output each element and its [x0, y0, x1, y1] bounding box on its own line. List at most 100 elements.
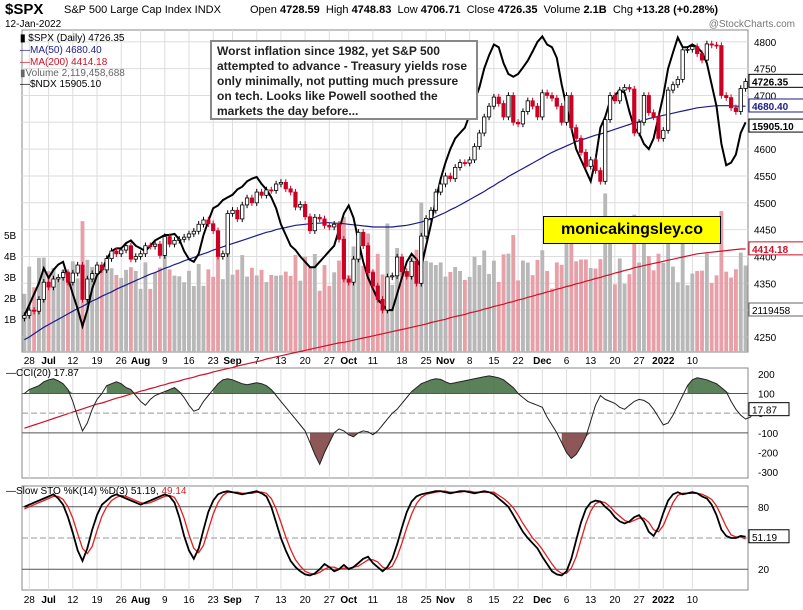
volume-bar: [356, 235, 361, 352]
price-candle: [457, 162, 463, 168]
volume-bar: [622, 283, 627, 352]
price-candle: [249, 197, 254, 204]
cci-tick-label: -300: [758, 468, 778, 479]
x-tick-label: 13: [275, 595, 287, 606]
price-candle: [564, 95, 569, 123]
x-tick-label: 19: [91, 595, 103, 606]
volume-bar: [283, 271, 288, 352]
x-tick-label: Aug: [131, 356, 150, 367]
ma200-line: [24, 248, 746, 429]
cci-panel: [21, 367, 749, 479]
volume-bar: [409, 255, 414, 352]
volume-bar: [646, 256, 651, 352]
chart-date: 12-Jan-2022: [5, 19, 62, 30]
price-candle: [365, 245, 371, 273]
volume-bar: [56, 279, 61, 352]
price-candle: [462, 162, 467, 164]
legend-volume-label: Volume 2,119,458,688: [25, 68, 125, 79]
price-candle: [380, 299, 385, 311]
x-tick-label: 22: [513, 595, 525, 606]
volume-bar: [709, 283, 714, 352]
x-tick-label: 16: [183, 595, 195, 606]
price-candle: [90, 273, 95, 280]
legend-ma50: —MA(50) 4680.40: [20, 45, 102, 56]
x-tick-label: 18: [396, 595, 408, 606]
price-candle: [598, 170, 603, 182]
volume-bar: [627, 274, 632, 352]
x-tick-label: 25: [421, 595, 433, 606]
price-candle: [583, 151, 588, 167]
volume-bar: [216, 236, 220, 352]
price-candle: [675, 78, 680, 86]
volume-bar: [598, 259, 603, 352]
price-candle: [230, 209, 235, 214]
price-candle: [593, 159, 598, 172]
x-tick-label: 27: [634, 356, 646, 367]
volume-bar: [414, 249, 419, 352]
legend-ndx: —$NDX 15905.10: [20, 79, 101, 90]
volume-bar: [259, 269, 264, 352]
volume-bar: [182, 282, 187, 352]
volume-bar: [661, 262, 666, 352]
volume-bar: [351, 246, 356, 352]
x-tick-label: 20: [300, 356, 312, 367]
volume-bar: [482, 250, 487, 352]
price-candle: [443, 175, 448, 185]
price-candle: [336, 223, 342, 240]
volume-bar: [612, 284, 617, 352]
volume-bar: [288, 275, 293, 352]
volume-bar: [187, 270, 191, 352]
price-tick-label: 4800: [754, 38, 777, 49]
price-candle: [390, 275, 395, 278]
volume-bar: [554, 262, 559, 352]
price-candle: [574, 127, 579, 139]
x-tick-label: 27: [634, 595, 646, 606]
volume-bar: [458, 270, 462, 352]
price-candle: [172, 239, 177, 245]
x-tick-label: 27: [324, 595, 336, 606]
volume-tick-label: 4B: [4, 252, 17, 263]
price-candle: [685, 48, 690, 51]
price-candle: [453, 166, 458, 180]
volume-bar: [303, 256, 308, 352]
volume-bar: [298, 280, 303, 352]
x-tick-label: 13: [585, 356, 597, 367]
price-candle: [65, 272, 71, 283]
legend-volume: ▮Volume 2,119,458,688: [20, 68, 125, 79]
price-candle: [545, 92, 550, 96]
volume-bar: [729, 277, 733, 352]
volume-bar: [429, 262, 433, 352]
price-last-tag: 4726.35: [752, 77, 789, 88]
price-candle: [617, 89, 622, 102]
price-candle: [36, 299, 42, 312]
volume-bar: [400, 259, 404, 352]
price-candle: [699, 53, 705, 61]
volume-bar: [104, 265, 109, 352]
volume-bar: [269, 274, 274, 352]
price-candle: [656, 116, 661, 139]
candle-legend-icon: ▮: [20, 33, 26, 44]
volume-bar: [516, 280, 521, 352]
x-tick-label: Dec: [533, 356, 552, 367]
volume-bar: [245, 276, 249, 352]
volume-bar: [448, 272, 453, 352]
price-candle: [404, 271, 409, 277]
change-label: Chg: [612, 4, 633, 16]
x-tick-label: 8: [467, 595, 473, 606]
price-candle: [148, 245, 153, 248]
price-candle: [414, 260, 419, 284]
price-candle: [283, 182, 288, 190]
price-candle: [486, 105, 492, 118]
volume-bar: [346, 275, 351, 352]
price-candle: [61, 272, 66, 278]
price-candle: [482, 116, 487, 134]
line-legend-icon: —: [20, 57, 30, 68]
ticker-symbol[interactable]: $SPX: [5, 1, 44, 18]
close-label: Close: [466, 4, 495, 16]
cci-legend-label: CCI(20) 17.87: [16, 368, 79, 379]
volume-bar: [579, 259, 583, 352]
volume-bar: [724, 271, 729, 352]
price-candle: [332, 223, 337, 228]
price-candle: [114, 250, 119, 255]
low-label: Low: [397, 4, 418, 16]
